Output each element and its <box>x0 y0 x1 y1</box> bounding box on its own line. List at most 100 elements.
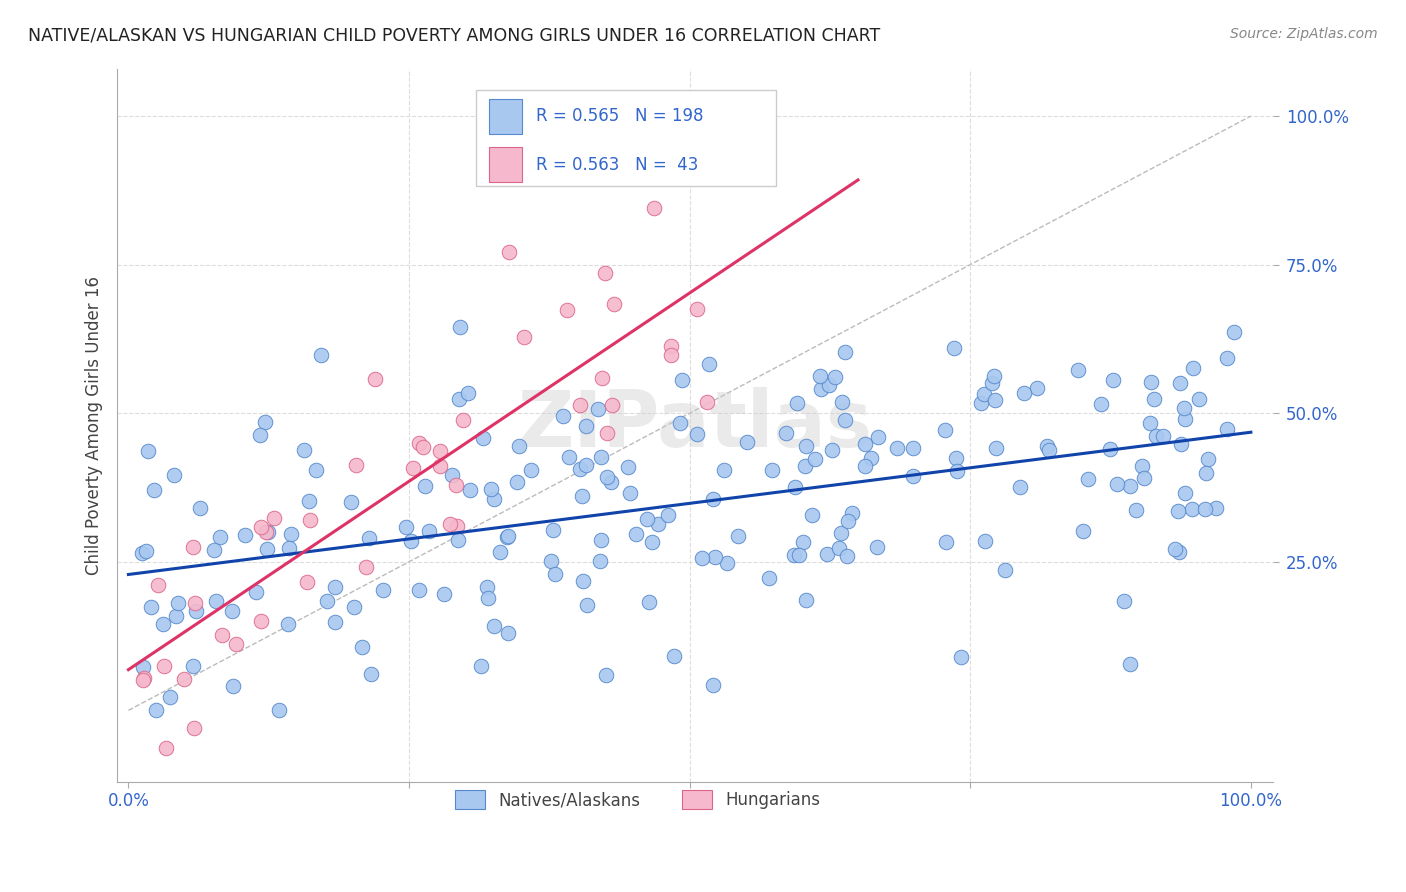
Point <box>794 459 817 474</box>
Point <box>496 626 519 640</box>
Point <box>412 440 434 454</box>
Point <box>602 297 624 311</box>
Point <box>209 530 232 544</box>
Point <box>558 450 581 465</box>
Point <box>696 395 718 409</box>
Point <box>555 302 578 317</box>
Point <box>692 550 714 565</box>
Point <box>540 554 562 568</box>
Point <box>810 382 832 396</box>
Point <box>828 541 851 556</box>
Point <box>835 549 858 563</box>
Point <box>1167 503 1189 517</box>
Point <box>668 416 690 430</box>
Point <box>775 425 797 440</box>
Point <box>1026 381 1049 395</box>
Point <box>1195 467 1218 481</box>
Point <box>323 580 346 594</box>
Point <box>575 458 598 472</box>
Point <box>994 563 1017 577</box>
Point <box>354 559 377 574</box>
Point <box>143 483 166 497</box>
Point <box>205 594 228 608</box>
Point <box>159 690 181 704</box>
Point <box>444 478 467 492</box>
Point <box>447 533 470 548</box>
Point <box>662 649 685 664</box>
Point <box>439 516 461 531</box>
Point <box>165 608 187 623</box>
Point <box>702 491 724 506</box>
Point <box>949 650 972 665</box>
Point <box>470 659 492 673</box>
Point <box>541 523 564 537</box>
Point <box>702 678 724 692</box>
Point <box>830 526 852 541</box>
Point <box>475 581 498 595</box>
Point <box>935 535 957 549</box>
Point <box>716 556 738 570</box>
Point <box>1066 363 1088 377</box>
Point <box>1071 524 1094 538</box>
Point <box>498 244 520 259</box>
Point <box>1102 373 1125 387</box>
Point <box>1173 401 1195 415</box>
Point <box>834 345 856 359</box>
Point <box>860 450 883 465</box>
Point <box>808 369 831 384</box>
Point <box>589 450 612 464</box>
Point <box>1181 361 1204 376</box>
Point <box>343 600 366 615</box>
Point <box>183 721 205 735</box>
Point <box>309 348 332 362</box>
Point <box>661 339 683 353</box>
Point <box>211 628 233 642</box>
Point <box>575 598 598 612</box>
Point <box>188 500 211 515</box>
FancyBboxPatch shape <box>475 90 776 186</box>
Point <box>853 436 876 450</box>
Point <box>901 441 924 455</box>
Point <box>482 619 505 633</box>
Point <box>513 330 536 344</box>
Point <box>571 489 593 503</box>
Point <box>415 479 437 493</box>
Point <box>163 467 186 482</box>
Point <box>184 596 207 610</box>
Point <box>399 534 422 549</box>
Point <box>794 439 817 453</box>
Point <box>131 546 153 560</box>
Point <box>817 378 839 392</box>
Point <box>429 444 451 458</box>
Y-axis label: Child Poverty Among Girls Under 16: Child Poverty Among Girls Under 16 <box>86 276 103 574</box>
Point <box>167 596 190 610</box>
Point <box>1143 392 1166 406</box>
Point <box>886 442 908 456</box>
Point <box>1130 458 1153 473</box>
Point <box>256 541 278 556</box>
Point <box>277 541 299 555</box>
Point <box>360 667 382 681</box>
Point <box>457 385 479 400</box>
Point <box>1205 501 1227 516</box>
Point <box>821 443 844 458</box>
Point <box>1112 594 1135 608</box>
Point <box>222 679 245 693</box>
Point <box>1012 386 1035 401</box>
Point <box>394 520 416 534</box>
Point <box>292 443 315 458</box>
Point <box>418 524 440 538</box>
Point <box>350 640 373 654</box>
Point <box>942 342 965 356</box>
Point <box>1174 412 1197 426</box>
Point <box>600 399 623 413</box>
Point <box>544 566 567 581</box>
Point <box>803 451 825 466</box>
Point <box>591 370 613 384</box>
Point <box>619 485 641 500</box>
Point <box>1167 545 1189 559</box>
Point <box>489 544 512 558</box>
Point <box>1105 477 1128 491</box>
Point <box>1090 397 1112 411</box>
Point <box>865 540 887 554</box>
